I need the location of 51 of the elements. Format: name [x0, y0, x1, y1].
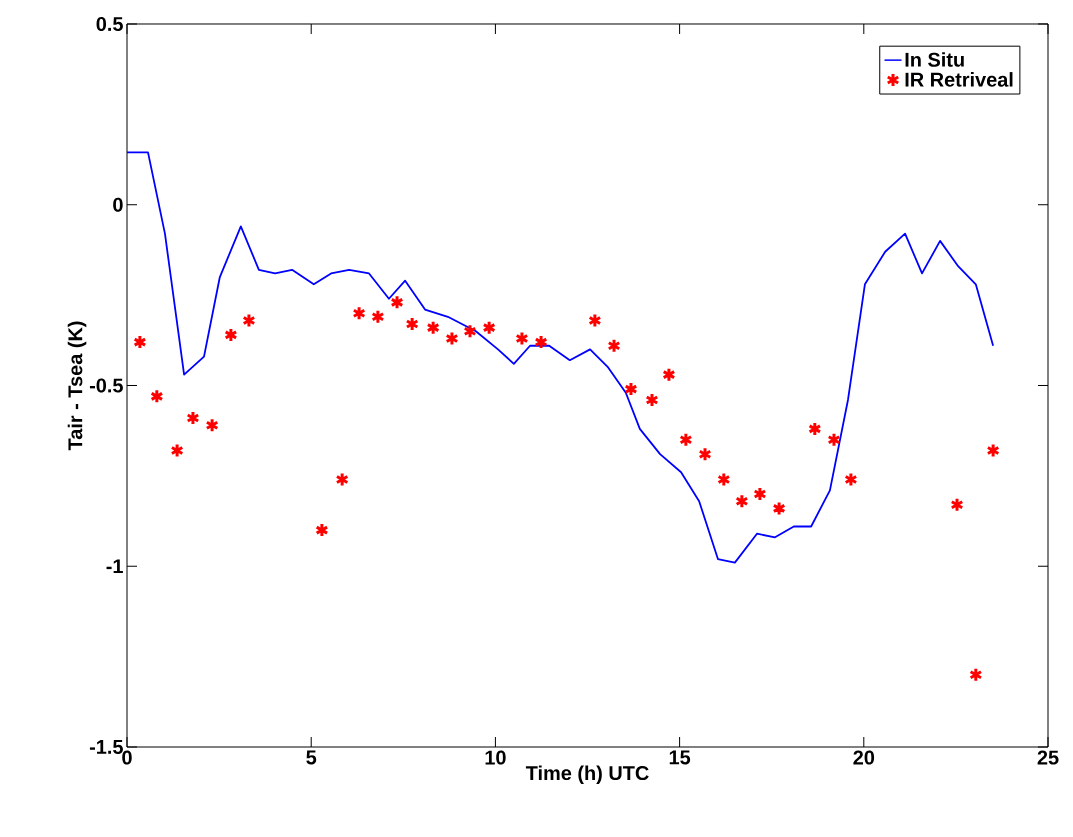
point [607, 338, 621, 354]
point [679, 432, 693, 448]
point [827, 432, 841, 448]
point [205, 417, 219, 433]
point [534, 334, 548, 350]
point [698, 446, 712, 462]
point [515, 331, 529, 346]
point [950, 497, 964, 513]
x-tick-label: 20 [853, 750, 875, 765]
line-series [127, 151, 995, 564]
point [662, 367, 676, 383]
x-tick-label: 5 [306, 750, 317, 765]
legend-label: IR Retriveal [905, 72, 1013, 87]
y-tick-label: -0.5 [89, 378, 123, 393]
point [170, 443, 184, 459]
x-tick-label: 15 [669, 750, 691, 765]
point [624, 381, 638, 397]
point [335, 471, 349, 487]
point [482, 320, 496, 336]
point [717, 471, 731, 487]
point [986, 443, 1000, 459]
y-tick-label: -1.5 [89, 740, 123, 754]
point [405, 316, 419, 332]
point [186, 410, 200, 426]
point [844, 471, 858, 487]
point [808, 421, 822, 437]
point [426, 320, 440, 336]
point [390, 294, 404, 310]
point [445, 331, 459, 346]
point [371, 309, 385, 325]
point [772, 500, 786, 516]
legend-label: In Situ [905, 52, 964, 67]
y-axis-title: Tair - Tsea (K) [67, 321, 87, 451]
point [315, 522, 329, 538]
point [352, 305, 366, 321]
point [242, 312, 256, 328]
point [133, 334, 147, 350]
point [753, 486, 767, 502]
point [150, 388, 164, 404]
y-tick-label: 0 [113, 197, 123, 212]
x-axis-title: Time (h) UTC [525, 765, 649, 785]
x-tick-label: 25 [1037, 750, 1059, 765]
point [735, 493, 749, 509]
y-tick-label: -1 [106, 559, 123, 574]
point [463, 323, 477, 339]
point [969, 667, 983, 683]
point [224, 327, 238, 343]
x-tick-label: 10 [485, 750, 506, 765]
point [645, 392, 659, 408]
y-tick-label: 0.5 [96, 16, 123, 32]
point [588, 312, 602, 328]
